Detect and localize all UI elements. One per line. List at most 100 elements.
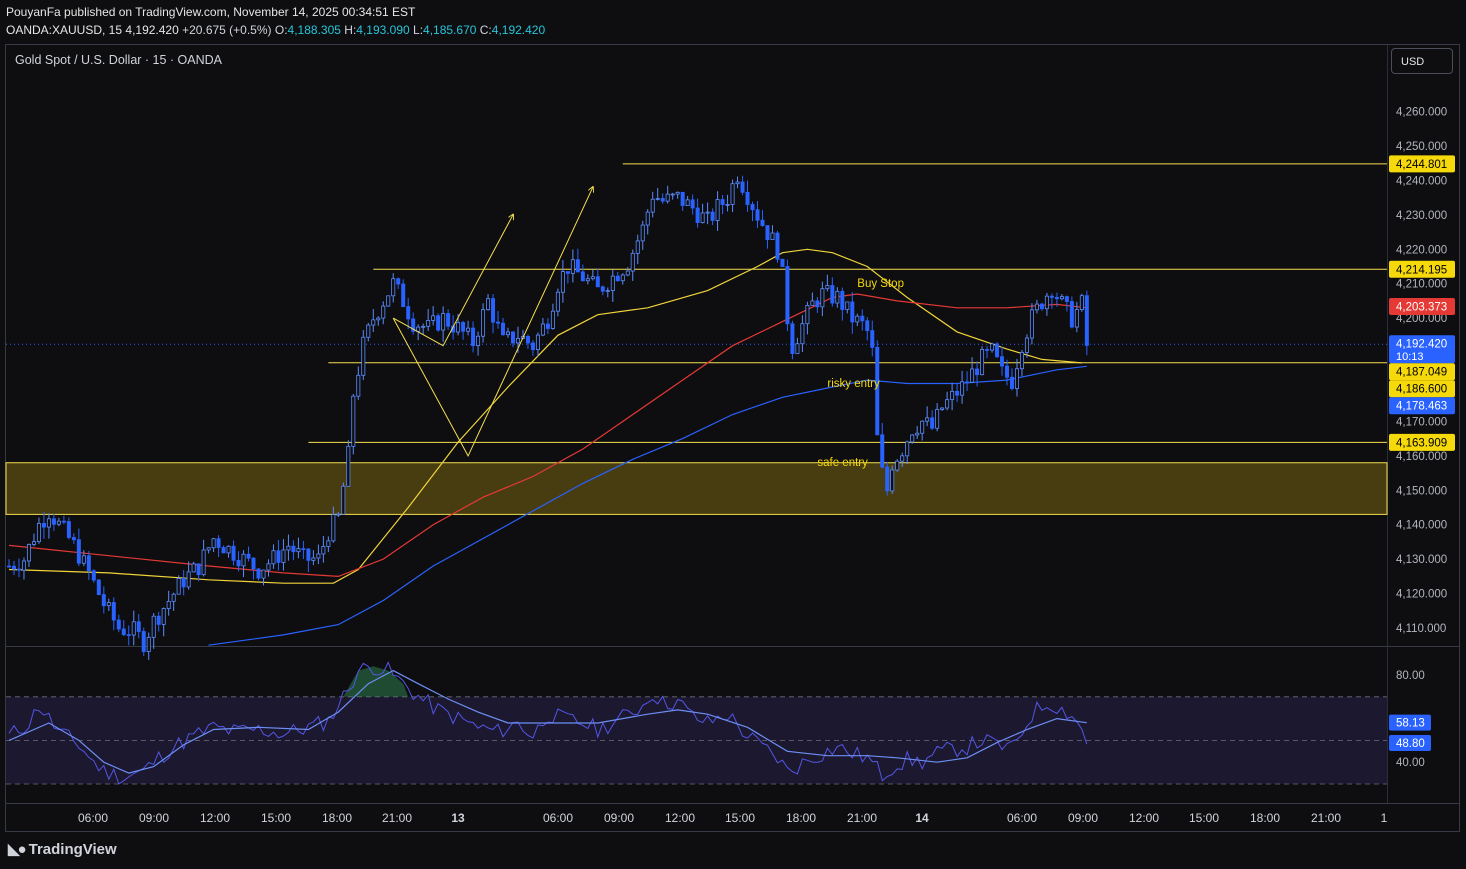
candle-body xyxy=(1014,368,1019,389)
candle-body xyxy=(595,276,600,288)
rsi-axis-label-text: 48.80 xyxy=(1396,738,1425,750)
candle-body xyxy=(196,563,201,576)
ohlc-bar: OANDA:XAUUSD, 15 4,192.420 +20.675 (+0.5… xyxy=(6,23,545,37)
candle-body xyxy=(16,568,21,571)
candle-body xyxy=(276,550,281,563)
price-change: +20.675 (+0.5%) xyxy=(182,23,272,37)
open-label: O: xyxy=(274,23,288,37)
price-axis-label-text: 4,187.049 xyxy=(1396,367,1447,379)
candle-body xyxy=(945,399,950,409)
candle-body xyxy=(221,547,226,554)
candle-body xyxy=(341,485,346,515)
publish-text: published on TradingView.com, November 1… xyxy=(64,5,416,19)
candle-body xyxy=(825,285,830,290)
x-tick-label: 12:00 xyxy=(1129,811,1159,825)
candle-body xyxy=(970,368,975,383)
candle-body xyxy=(705,211,710,214)
candle-body xyxy=(505,331,510,336)
candle-body xyxy=(650,198,655,213)
y-tick-label: 4,240.000 xyxy=(1396,175,1447,187)
candle-body xyxy=(590,276,595,280)
price-axis-label: 4,187.049 xyxy=(1389,363,1455,381)
candle-body xyxy=(76,539,81,564)
candle-body xyxy=(486,298,491,311)
y-tick-label: 4,250.000 xyxy=(1396,141,1447,153)
candle-body xyxy=(920,420,925,434)
x-tick-label: 18:00 xyxy=(1250,811,1280,825)
candle-body xyxy=(291,545,296,553)
y-tick-label: 4,130.000 xyxy=(1396,554,1447,566)
candle-body xyxy=(1064,296,1069,302)
candle-body xyxy=(725,204,730,206)
candle-body xyxy=(655,198,660,200)
candle-body xyxy=(875,346,880,436)
ema-line xyxy=(8,248,1082,584)
annotation-label: Buy Stop xyxy=(857,278,904,290)
candle-body xyxy=(690,199,695,209)
candle-body xyxy=(501,322,506,336)
candle-body xyxy=(181,578,186,588)
x-tick-label: 15:00 xyxy=(261,811,291,825)
candle-body xyxy=(411,318,416,332)
tradingview-brand[interactable]: ◣● TradingView xyxy=(8,840,117,859)
price-axis-label: 4,178.463 xyxy=(1389,397,1455,415)
candle-body xyxy=(296,548,301,553)
candle-body xyxy=(675,191,680,195)
pattern-line xyxy=(392,187,593,458)
candle-body xyxy=(246,553,251,559)
candle-body xyxy=(545,323,550,329)
candle-body xyxy=(11,565,16,570)
candle-body xyxy=(286,545,291,551)
price-axis-label-text: 4,192.420 xyxy=(1396,339,1447,351)
candle-body xyxy=(216,538,221,548)
candle-body xyxy=(471,327,476,347)
candle-body xyxy=(321,546,326,555)
candle-body xyxy=(146,636,151,653)
candle-body xyxy=(116,619,121,630)
candle-body xyxy=(790,323,795,354)
rsi-tick-label: 40.00 xyxy=(1396,757,1425,769)
candle-body xyxy=(815,300,820,308)
price-axis-label-text: 4,214.195 xyxy=(1396,264,1447,276)
close-label: C: xyxy=(479,23,492,37)
candle-body xyxy=(940,407,945,410)
y-tick-label: 4,110.000 xyxy=(1396,623,1446,635)
candle-body xyxy=(251,557,256,570)
candle-body xyxy=(1049,295,1054,298)
author-name[interactable]: PouyanFa xyxy=(6,5,61,19)
candle-body xyxy=(780,258,785,267)
candle-body xyxy=(625,270,630,276)
candle-body xyxy=(436,315,441,331)
candle-body xyxy=(795,343,800,354)
candle-body xyxy=(835,290,840,304)
candle-body xyxy=(421,325,426,328)
x-tick-label: 14 xyxy=(915,811,929,825)
candle-body xyxy=(555,291,560,312)
candle-body xyxy=(446,313,451,327)
x-tick-label: 18:00 xyxy=(322,811,352,825)
candle-body xyxy=(910,434,915,443)
y-tick-label: 4,150.000 xyxy=(1396,485,1447,497)
x-tick-label: 06:00 xyxy=(1007,811,1037,825)
ema-line xyxy=(8,293,1087,578)
candle-body xyxy=(785,266,790,325)
candle-body xyxy=(126,634,131,636)
candle-body xyxy=(226,545,231,554)
currency-button[interactable]: USD xyxy=(1391,48,1453,74)
candle-body xyxy=(71,537,76,541)
price-axis-label: 4,214.195 xyxy=(1389,260,1455,278)
candle-body xyxy=(990,343,995,351)
candle-body xyxy=(26,544,31,562)
candle-body xyxy=(800,323,805,345)
candle-body xyxy=(1059,296,1064,300)
pattern-line xyxy=(392,215,513,347)
candle-body xyxy=(810,300,815,306)
candle-body xyxy=(885,466,890,492)
annotation-label: risky entry xyxy=(827,378,880,390)
candle-body xyxy=(136,621,141,632)
candle-body xyxy=(750,204,755,211)
low-value: 4,185.670 xyxy=(423,23,477,37)
low-label: L: xyxy=(413,23,424,37)
candle-body xyxy=(381,305,386,319)
